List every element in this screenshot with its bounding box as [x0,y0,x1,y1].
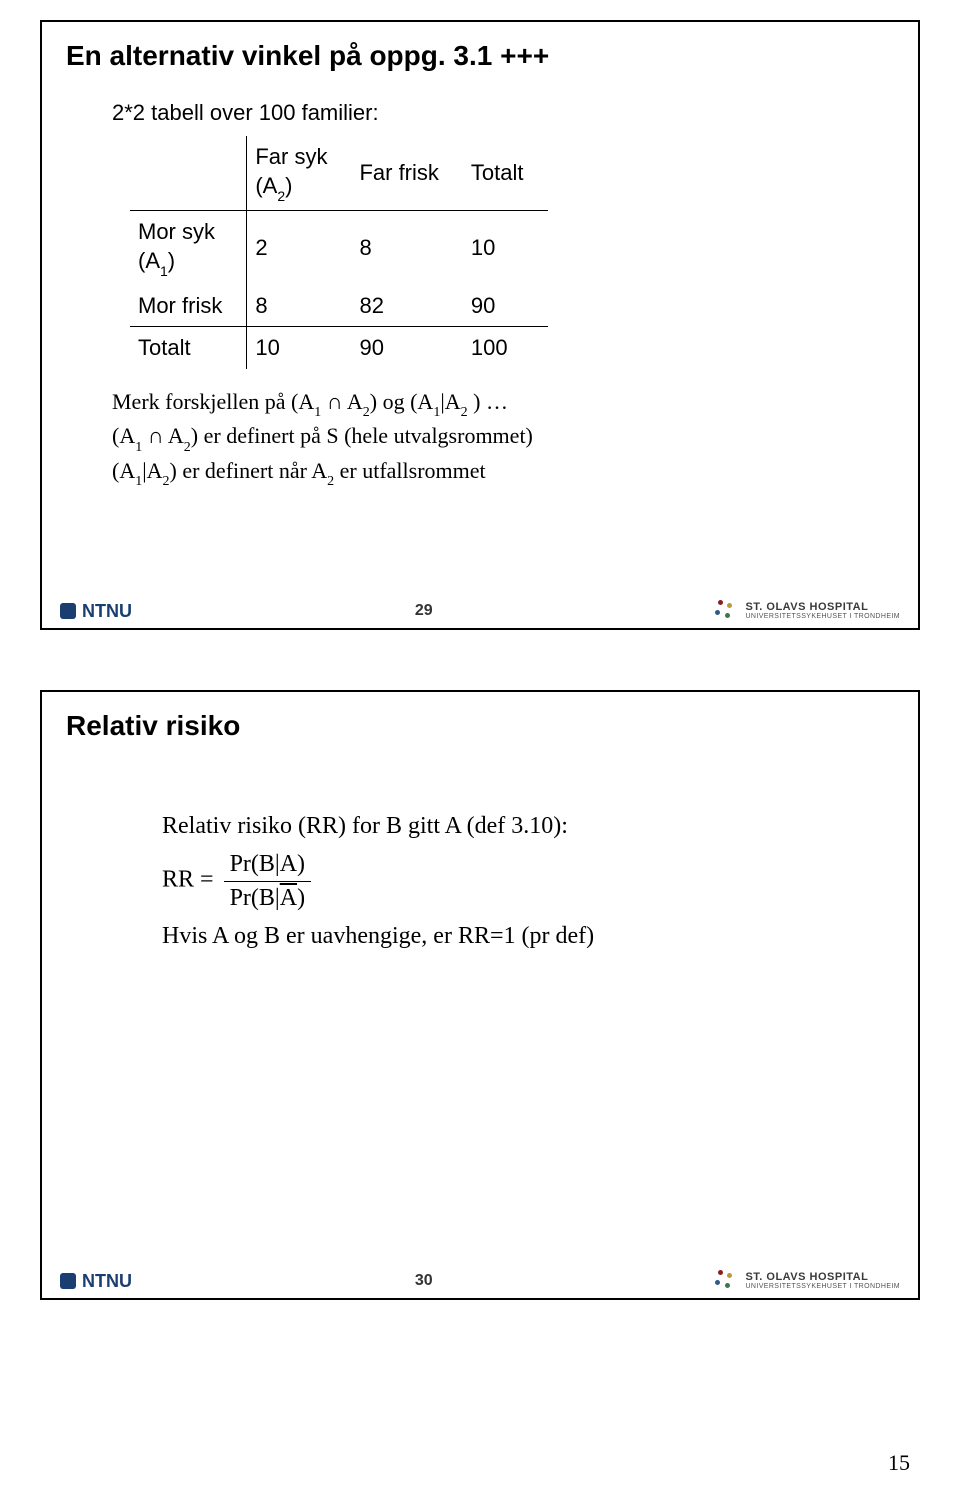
ntnu-text: NTNU [82,1271,132,1292]
fraction-denominator: Pr(B|A) [224,881,312,914]
table-cell: 10 [463,210,548,284]
slide-title: Relativ risiko [42,692,918,750]
stolav-logo: ST. OLAVS HOSPITAL UNIVERSITETSSYKEHUSET… [715,600,900,622]
slide-2: Relativ risiko Relativ risiko (RR) for B… [40,690,920,1300]
table-cell: 8 [247,285,352,327]
slide-1: En alternativ vinkel på oppg. 3.1 +++ 2*… [40,20,920,630]
stolav-dots-icon [715,600,737,622]
stolav-logo: ST. OLAVS HOSPITAL UNIVERSITETSSYKEHUSET… [715,1270,900,1292]
stolav-main: ST. OLAVS HOSPITAL [745,602,900,613]
table-cell: 2 [247,210,352,284]
stolav-sub: UNIVERSITETSSYKEHUSET I TRONDHEIM [745,1283,900,1290]
ntnu-square-icon [60,1273,76,1289]
stolav-dots-icon [715,1270,737,1292]
table-cell: 100 [463,327,548,369]
table-intro: 2*2 tabell over 100 familier: [112,98,894,128]
fraction: Pr(B|A) Pr(B|A) [224,848,312,914]
table-cell: 90 [463,285,548,327]
table-cell: 90 [351,327,462,369]
table-cell: Far syk(A2) [247,136,352,210]
stolav-text: ST. OLAVS HOSPITAL UNIVERSITETSSYKEHUSET… [745,1272,900,1290]
note-block: Merk forskjellen på (A1 ∩ A2) og (A1|A2 … [112,387,894,490]
stolav-main: ST. OLAVS HOSPITAL [745,1272,900,1283]
table-cell: 82 [351,285,462,327]
rr-label: RR = [162,867,220,893]
table-cell: Totalt [463,136,548,210]
table-cell: Totalt [130,327,247,369]
slide-footer: NTNU 29 ST. OLAVS HOSPITAL UNIVERSITETSS… [42,594,918,628]
slide-title: En alternativ vinkel på oppg. 3.1 +++ [42,22,918,80]
fraction-numerator: Pr(B|A) [224,848,312,880]
ntnu-square-icon [60,603,76,619]
table-cell: 10 [247,327,352,369]
slide-number: 29 [415,602,433,620]
table-header-row: Far syk(A2) Far frisk Totalt [130,136,548,210]
table-cell: 8 [351,210,462,284]
page-number: 15 [40,1360,920,1506]
ntnu-logo: NTNU [60,1271,132,1292]
stolav-sub: UNIVERSITETSSYKEHUSET I TRONDHEIM [745,613,900,620]
note-line: Merk forskjellen på (A1 ∩ A2) og (A1|A2 … [112,387,894,421]
table-cell: Mor syk(A1) [130,210,247,284]
table-row: Mor frisk 8 82 90 [130,285,548,327]
slide-body: Relativ risiko (RR) for B gitt A (def 3.… [42,750,918,953]
ntnu-logo: NTNU [60,601,132,622]
slide-footer: NTNU 30 ST. OLAVS HOSPITAL UNIVERSITETSS… [42,1264,918,1298]
data-table: Far syk(A2) Far frisk Totalt Mor syk(A1)… [130,136,548,369]
slide-body: 2*2 tabell over 100 familier: Far syk(A2… [42,80,918,490]
formula-line: RR = Pr(B|A) Pr(B|A) [162,848,894,914]
table-totals-row: Totalt 10 90 100 [130,327,548,369]
slide-number: 30 [415,1272,433,1290]
note-line: (A1|A2) er definert når A2 er utfallsrom… [112,456,894,490]
text-line: Relativ risiko (RR) for B gitt A (def 3.… [162,810,894,842]
text-line: Hvis A og B er uavhengige, er RR=1 (pr d… [162,920,894,952]
table-cell: Mor frisk [130,285,247,327]
table-cell [130,136,247,210]
table-cell: Far frisk [351,136,462,210]
stolav-text: ST. OLAVS HOSPITAL UNIVERSITETSSYKEHUSET… [745,602,900,620]
note-line: (A1 ∩ A2) er definert på S (hele utvalgs… [112,421,894,455]
table-row: Mor syk(A1) 2 8 10 [130,210,548,284]
ntnu-text: NTNU [82,601,132,622]
